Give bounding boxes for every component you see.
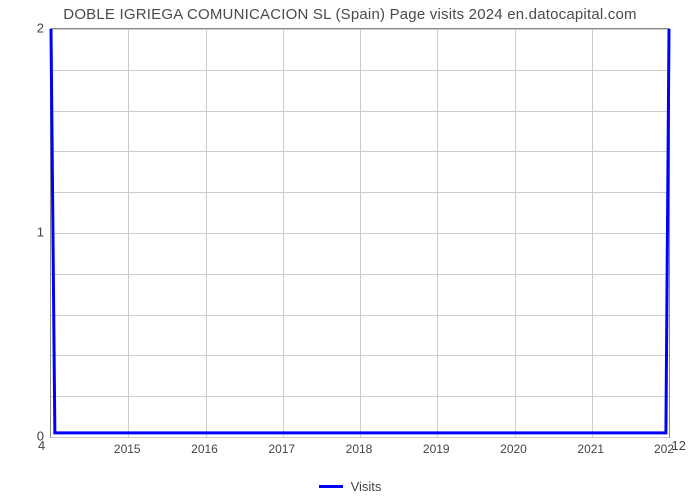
x-outer-left-label: 4 [38, 438, 45, 453]
legend-swatch [319, 485, 343, 488]
x-tick-label: 2019 [423, 442, 450, 456]
line-series-layer [51, 29, 669, 437]
y-tick-label: 1 [0, 225, 44, 240]
plot-area [50, 28, 670, 438]
x-tick-label: 2021 [577, 442, 604, 456]
legend: Visits [0, 479, 700, 494]
x-tick-label: 2016 [191, 442, 218, 456]
x-tick-label: 2020 [500, 442, 527, 456]
chart-title: DOBLE IGRIEGA COMUNICACION SL (Spain) Pa… [0, 6, 700, 23]
x-outer-right-label: 12 [672, 438, 686, 453]
x-tick-label: 2017 [268, 442, 295, 456]
legend-label: Visits [351, 479, 382, 494]
x-tick-label: 2015 [114, 442, 141, 456]
chart-container: DOBLE IGRIEGA COMUNICACION SL (Spain) Pa… [0, 0, 700, 500]
x-tick-label: 2018 [346, 442, 373, 456]
y-tick-label: 2 [0, 21, 44, 36]
visits-line [51, 29, 669, 433]
